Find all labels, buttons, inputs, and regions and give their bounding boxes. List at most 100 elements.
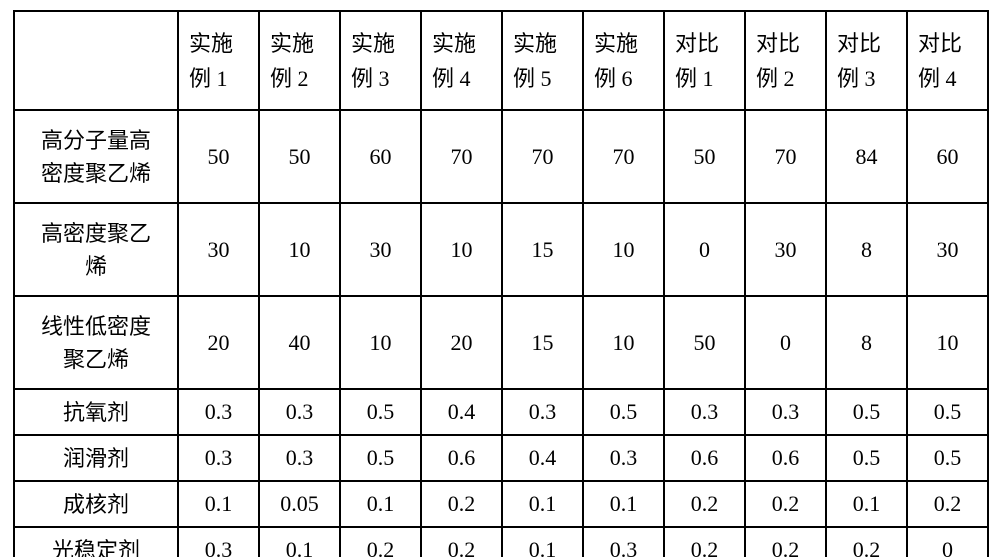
table-cell: 0.5 [907, 435, 988, 481]
table-cell: 0.3 [259, 389, 340, 435]
table-cell: 0.1 [502, 527, 583, 557]
table-cell: 10 [907, 296, 988, 389]
header-line1: 实施 [594, 31, 638, 56]
header-line2: 例 2 [756, 66, 795, 91]
table-cell: 0.1 [826, 481, 907, 527]
table-cell: 0.2 [421, 481, 502, 527]
table-cell: 0.2 [907, 481, 988, 527]
table-cell: 0.6 [664, 435, 745, 481]
table-cell: 10 [259, 203, 340, 296]
header-line1: 实施 [513, 31, 557, 56]
table-cell: 70 [421, 110, 502, 203]
table-cell: 0 [664, 203, 745, 296]
table-cell: 0.4 [421, 389, 502, 435]
table-row: 线性低密度 聚乙烯 20 40 10 20 15 10 50 0 8 10 [14, 296, 988, 389]
header-line2: 例 2 [270, 66, 309, 91]
table-cell: 60 [907, 110, 988, 203]
header-line1: 实施 [189, 31, 233, 56]
header-col: 实施 例 4 [421, 11, 502, 110]
table-cell: 0.2 [664, 527, 745, 557]
header-line2: 例 3 [351, 66, 390, 91]
row-label: 成核剂 [14, 481, 178, 527]
table-cell: 0 [745, 296, 826, 389]
row-label-l1: 光稳定剂 [52, 538, 140, 557]
table-cell: 0.3 [178, 435, 259, 481]
table-cell: 20 [178, 296, 259, 389]
row-label-l1: 抗氧剂 [63, 400, 129, 425]
row-label-l2: 烯 [85, 254, 107, 279]
row-label-l1: 高分子量高 [41, 128, 151, 153]
table-cell: 70 [502, 110, 583, 203]
table-cell: 0.1 [340, 481, 421, 527]
header-col: 对比 例 4 [907, 11, 988, 110]
table-row: 抗氧剂 0.3 0.3 0.5 0.4 0.3 0.5 0.3 0.3 0.5 … [14, 389, 988, 435]
table-cell: 0.3 [583, 435, 664, 481]
table-cell: 50 [664, 110, 745, 203]
table-cell: 10 [421, 203, 502, 296]
table-cell: 8 [826, 203, 907, 296]
header-col: 对比 例 1 [664, 11, 745, 110]
row-label: 高密度聚乙 烯 [14, 203, 178, 296]
header-line1: 对比 [756, 31, 800, 56]
table-cell: 0.05 [259, 481, 340, 527]
header-line1: 对比 [837, 31, 881, 56]
table-cell: 15 [502, 296, 583, 389]
table-cell: 50 [259, 110, 340, 203]
table-cell: 0.1 [583, 481, 664, 527]
header-col: 对比 例 2 [745, 11, 826, 110]
table-cell: 0.2 [826, 527, 907, 557]
table-cell: 0.5 [340, 435, 421, 481]
table-body: 高分子量高 密度聚乙烯 50 50 60 70 70 70 50 70 84 6… [14, 110, 988, 557]
header-line1: 对比 [918, 31, 962, 56]
header-col: 实施 例 5 [502, 11, 583, 110]
row-label: 光稳定剂 [14, 527, 178, 557]
table-cell: 0.5 [826, 435, 907, 481]
table-cell: 50 [178, 110, 259, 203]
header-line2: 例 1 [675, 66, 714, 91]
table-row: 光稳定剂 0.3 0.1 0.2 0.2 0.1 0.3 0.2 0.2 0.2… [14, 527, 988, 557]
row-label-l1: 线性低密度 [41, 314, 151, 339]
header-line1: 实施 [351, 31, 395, 56]
table-cell: 0.3 [178, 389, 259, 435]
header-line2: 例 3 [837, 66, 876, 91]
header-line1: 实施 [432, 31, 476, 56]
table-cell: 0.3 [502, 389, 583, 435]
row-label: 抗氧剂 [14, 389, 178, 435]
table-cell: 0.2 [340, 527, 421, 557]
table-cell: 40 [259, 296, 340, 389]
header-line2: 例 4 [918, 66, 957, 91]
table-cell: 0.2 [745, 481, 826, 527]
table-cell: 84 [826, 110, 907, 203]
table-cell: 0.6 [745, 435, 826, 481]
table-cell: 30 [745, 203, 826, 296]
header-line1: 实施 [270, 31, 314, 56]
header-line2: 例 4 [432, 66, 471, 91]
table-cell: 0.1 [259, 527, 340, 557]
table-cell: 0.2 [664, 481, 745, 527]
table-cell: 0 [907, 527, 988, 557]
table-row: 成核剂 0.1 0.05 0.1 0.2 0.1 0.1 0.2 0.2 0.1… [14, 481, 988, 527]
row-label-l1: 润滑剂 [63, 446, 129, 471]
row-label-l2: 密度聚乙烯 [41, 161, 151, 186]
table-cell: 70 [745, 110, 826, 203]
table-cell: 0.3 [259, 435, 340, 481]
table-row: 润滑剂 0.3 0.3 0.5 0.6 0.4 0.3 0.6 0.6 0.5 … [14, 435, 988, 481]
row-label-l2: 聚乙烯 [63, 347, 129, 372]
table-cell: 60 [340, 110, 421, 203]
table-cell: 0.4 [502, 435, 583, 481]
table-cell: 30 [340, 203, 421, 296]
header-col: 实施 例 6 [583, 11, 664, 110]
table-cell: 10 [583, 203, 664, 296]
composition-table: 实施 例 1 实施 例 2 实施 例 3 实施 例 4 实施 例 5 [13, 10, 989, 557]
table-cell: 0.2 [745, 527, 826, 557]
table-cell: 0.3 [178, 527, 259, 557]
table-cell: 20 [421, 296, 502, 389]
header-col: 对比 例 3 [826, 11, 907, 110]
table-cell: 0.2 [421, 527, 502, 557]
table-cell: 70 [583, 110, 664, 203]
table-cell: 0.5 [583, 389, 664, 435]
table-cell: 0.1 [178, 481, 259, 527]
table-cell: 0.6 [421, 435, 502, 481]
table-header-row: 实施 例 1 实施 例 2 实施 例 3 实施 例 4 实施 例 5 [14, 11, 988, 110]
table-container: 实施 例 1 实施 例 2 实施 例 3 实施 例 4 实施 例 5 [0, 0, 1000, 557]
